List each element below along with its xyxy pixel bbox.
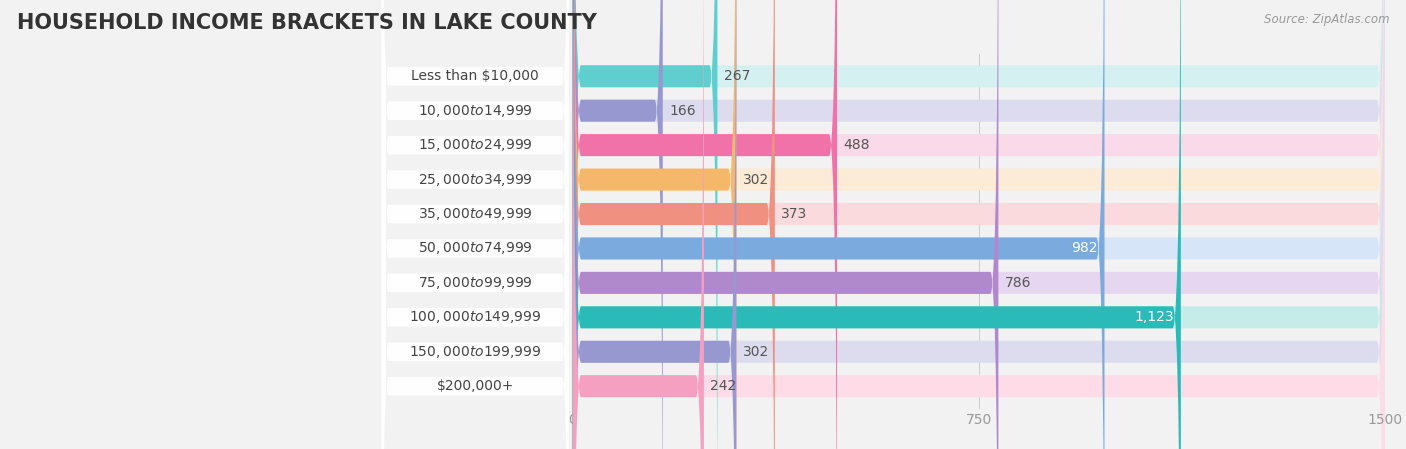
FancyBboxPatch shape: [572, 0, 717, 449]
Text: 488: 488: [844, 138, 870, 152]
FancyBboxPatch shape: [382, 0, 568, 449]
FancyBboxPatch shape: [382, 0, 568, 449]
FancyBboxPatch shape: [382, 0, 568, 449]
FancyBboxPatch shape: [382, 0, 568, 449]
FancyBboxPatch shape: [382, 0, 568, 449]
Text: Less than $10,000: Less than $10,000: [412, 69, 538, 83]
Text: $50,000 to $74,999: $50,000 to $74,999: [418, 241, 533, 256]
FancyBboxPatch shape: [382, 0, 568, 449]
FancyBboxPatch shape: [572, 0, 737, 449]
Text: 302: 302: [742, 172, 769, 187]
Text: HOUSEHOLD INCOME BRACKETS IN LAKE COUNTY: HOUSEHOLD INCOME BRACKETS IN LAKE COUNTY: [17, 13, 596, 34]
FancyBboxPatch shape: [572, 0, 775, 449]
FancyBboxPatch shape: [572, 0, 837, 449]
FancyBboxPatch shape: [572, 0, 1385, 449]
FancyBboxPatch shape: [572, 0, 1385, 449]
Text: $35,000 to $49,999: $35,000 to $49,999: [418, 206, 533, 222]
Text: 1,123: 1,123: [1135, 310, 1174, 324]
FancyBboxPatch shape: [572, 0, 1385, 449]
FancyBboxPatch shape: [572, 0, 1385, 449]
Text: $25,000 to $34,999: $25,000 to $34,999: [418, 172, 533, 188]
FancyBboxPatch shape: [572, 0, 1385, 449]
Text: 373: 373: [782, 207, 807, 221]
Text: 302: 302: [742, 345, 769, 359]
Text: 242: 242: [710, 379, 737, 393]
Text: $200,000+: $200,000+: [436, 379, 513, 393]
FancyBboxPatch shape: [572, 0, 1385, 449]
Text: $10,000 to $14,999: $10,000 to $14,999: [418, 103, 533, 119]
FancyBboxPatch shape: [572, 0, 737, 449]
Text: 786: 786: [1005, 276, 1032, 290]
FancyBboxPatch shape: [382, 0, 568, 449]
FancyBboxPatch shape: [572, 0, 998, 449]
Text: 166: 166: [669, 104, 696, 118]
FancyBboxPatch shape: [572, 0, 662, 449]
Text: Source: ZipAtlas.com: Source: ZipAtlas.com: [1264, 13, 1389, 26]
Text: 267: 267: [724, 69, 751, 83]
Text: $75,000 to $99,999: $75,000 to $99,999: [418, 275, 533, 291]
FancyBboxPatch shape: [382, 0, 568, 449]
FancyBboxPatch shape: [572, 0, 1385, 449]
FancyBboxPatch shape: [572, 0, 1385, 449]
Text: $15,000 to $24,999: $15,000 to $24,999: [418, 137, 533, 153]
Text: 982: 982: [1071, 242, 1098, 255]
Text: $150,000 to $199,999: $150,000 to $199,999: [409, 344, 541, 360]
Text: $100,000 to $149,999: $100,000 to $149,999: [409, 309, 541, 326]
FancyBboxPatch shape: [382, 0, 568, 449]
FancyBboxPatch shape: [572, 0, 1181, 449]
FancyBboxPatch shape: [572, 0, 704, 449]
FancyBboxPatch shape: [382, 0, 568, 449]
FancyBboxPatch shape: [572, 0, 1385, 449]
FancyBboxPatch shape: [572, 0, 1385, 449]
FancyBboxPatch shape: [572, 0, 1105, 449]
